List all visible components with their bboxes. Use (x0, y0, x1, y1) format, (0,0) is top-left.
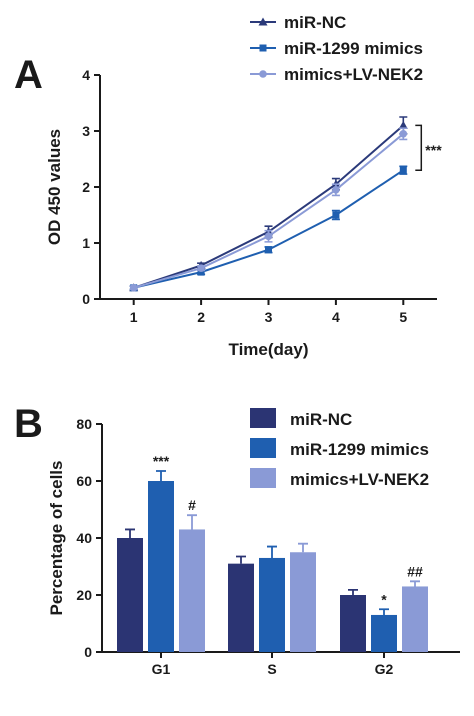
y-axis-title: OD 450 values (45, 129, 64, 245)
error-bar (267, 545, 277, 558)
bar (179, 529, 205, 652)
data-point (129, 284, 138, 292)
legend-label: miR-1299 mimics (290, 440, 429, 459)
x-category-label: G1 (152, 661, 171, 677)
legend-marker (259, 70, 267, 78)
y-tick-label: 3 (82, 123, 90, 139)
y-tick-label: 2 (82, 179, 90, 195)
panel-letter: A (14, 53, 43, 97)
significance-label: *** (153, 453, 170, 469)
x-category-label: S (267, 661, 276, 677)
bar (340, 595, 366, 652)
data-point (264, 232, 273, 241)
legend-label: miR-1299 mimics (284, 39, 423, 58)
data-point (197, 264, 205, 273)
x-tick-label: 4 (332, 309, 340, 325)
x-category-label: G2 (375, 661, 394, 677)
panel-b-bar-chart: B 0 20 40 60 80 G1 S G2 Percentage of cells *** # * #… (14, 402, 460, 677)
y-tick-label: 40 (76, 530, 92, 546)
panel-a-line-chart: A 0 1 2 3 4 1 2 3 4 5 Time(day) OD 450 values *** miR-… (14, 13, 442, 359)
bar (259, 557, 285, 652)
y-tick-label: 80 (76, 416, 92, 432)
error-bar (348, 588, 358, 595)
data-point (398, 120, 408, 129)
significance-label: # (188, 497, 196, 513)
data-point (197, 268, 205, 276)
bar (371, 614, 397, 652)
significance-label: ## (407, 563, 423, 579)
bar (228, 563, 254, 652)
error-bar (156, 470, 166, 481)
x-tick-label: 2 (197, 309, 205, 325)
data-point (265, 246, 272, 254)
legend-swatch (250, 408, 276, 428)
bar (148, 481, 174, 652)
error-bar (187, 514, 197, 530)
legend-marker (259, 44, 267, 52)
bar (290, 552, 316, 652)
legend-marker (258, 17, 268, 26)
legend-label: mimics+LV-NEK2 (290, 470, 429, 489)
data-point (399, 166, 407, 174)
legend-swatch (250, 468, 276, 488)
legend-label: miR-NC (290, 410, 352, 429)
panel-letter: B (14, 402, 43, 446)
error-bar (379, 608, 389, 615)
y-axis-title: Percentage of cells (47, 461, 66, 616)
legend-label: miR-NC (284, 13, 346, 32)
data-point (332, 211, 340, 219)
error-bar (410, 580, 420, 587)
y-tick-label: 60 (76, 473, 92, 489)
error-bar (125, 528, 135, 538)
legend-swatch (250, 438, 276, 458)
x-tick-label: 1 (130, 309, 138, 325)
x-axis-title: Time(day) (229, 340, 309, 359)
error-bar (298, 542, 308, 553)
y-tick-label: 1 (82, 235, 90, 251)
y-tick-label: 0 (84, 644, 92, 660)
x-tick-label: 5 (399, 309, 407, 325)
significance-bracket (415, 124, 423, 171)
bar (117, 538, 143, 652)
bar (402, 586, 428, 652)
y-tick-label: 4 (82, 67, 90, 83)
significance-label: * (381, 591, 387, 607)
y-tick-label: 20 (76, 587, 92, 603)
data-point (332, 186, 340, 194)
data-point (399, 130, 408, 138)
significance-label: *** (425, 142, 442, 158)
legend-label: mimics+LV-NEK2 (284, 65, 423, 84)
y-tick-label: 0 (82, 291, 90, 307)
x-tick-label: 3 (265, 309, 273, 325)
error-bar (236, 555, 246, 564)
